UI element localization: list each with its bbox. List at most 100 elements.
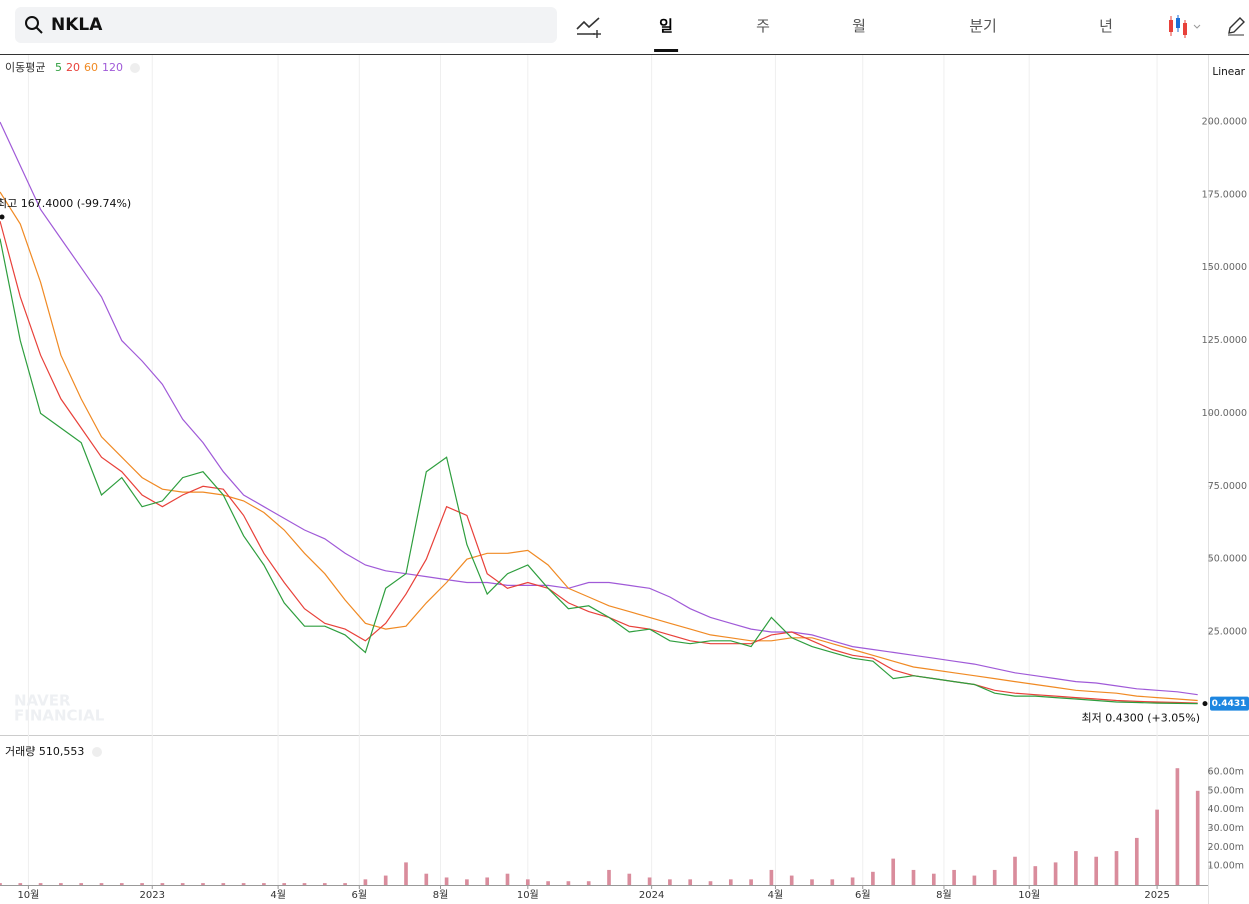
volume-bar bbox=[485, 877, 490, 885]
watermark: FINANCIAL bbox=[14, 707, 105, 725]
volume-bar bbox=[728, 879, 733, 885]
x-tick-label: 10월 bbox=[1018, 889, 1040, 901]
volume-bar bbox=[972, 875, 977, 885]
low-label: 최저 0.4300 (+3.05%) bbox=[1082, 712, 1200, 725]
y-tick-label: 200.0000 bbox=[1202, 117, 1247, 128]
plot-area bbox=[0, 121, 1198, 705]
y-tick-label: 150.0000 bbox=[1202, 262, 1247, 273]
x-tick-label: 2023 bbox=[140, 890, 165, 901]
x-tick-label: 8월 bbox=[936, 889, 952, 901]
volume-bar bbox=[566, 881, 571, 885]
y-tick-label: 175.0000 bbox=[1202, 189, 1247, 200]
x-tick-label: 8월 bbox=[433, 889, 449, 901]
volume-bar bbox=[221, 883, 226, 885]
period-tab[interactable]: 분기 bbox=[969, 17, 997, 35]
y-tick-label: 20.00m bbox=[1208, 842, 1244, 853]
volume-title: 거래량 510,553 bbox=[5, 745, 84, 758]
ma-line bbox=[0, 238, 1198, 705]
volume-bar bbox=[1033, 866, 1038, 885]
x-tick-label: 2024 bbox=[639, 890, 664, 901]
volume-bar bbox=[931, 873, 936, 885]
legend-entry: 60 bbox=[84, 61, 98, 74]
y-tick-label: 10.00m bbox=[1208, 861, 1244, 872]
volume-bar bbox=[404, 862, 408, 885]
price-tag bbox=[1210, 696, 1249, 711]
volume-bar bbox=[952, 869, 956, 885]
volume-bar bbox=[59, 883, 63, 885]
volume-bar bbox=[546, 881, 550, 885]
legend-close bbox=[130, 63, 140, 73]
volume-bar bbox=[525, 879, 530, 885]
y-tick-label: 25.0000 bbox=[1208, 627, 1247, 638]
volume-close bbox=[92, 747, 102, 757]
volume-bar bbox=[18, 883, 23, 885]
x-tick-label: 4월 bbox=[270, 889, 286, 901]
search-box[interactable]: NKLA bbox=[15, 7, 557, 43]
volume-bar bbox=[871, 871, 875, 885]
y-tick-label: 125.0000 bbox=[1202, 335, 1247, 346]
volume-bar bbox=[668, 879, 672, 885]
volume-bar bbox=[282, 883, 287, 885]
volume-bar bbox=[607, 869, 611, 885]
volume-bar bbox=[830, 879, 835, 885]
volume-bar bbox=[201, 883, 205, 885]
volume-bar bbox=[810, 879, 814, 885]
y-tick-label: 60.00m bbox=[1208, 766, 1244, 777]
high-label: 최고 167.4000 (-99.74%) bbox=[0, 197, 131, 210]
volume-bar bbox=[688, 879, 693, 885]
draw-icon[interactable] bbox=[1226, 16, 1246, 36]
volume-bar bbox=[160, 883, 165, 885]
legend-title: 이동평균 bbox=[5, 61, 45, 74]
volume-bar bbox=[343, 883, 347, 885]
volume-bar bbox=[1114, 851, 1119, 885]
legend-entry: 5 bbox=[55, 61, 62, 74]
volume-bar bbox=[749, 879, 753, 885]
indicator-icon[interactable] bbox=[575, 15, 603, 39]
volume-bar bbox=[465, 879, 469, 885]
toolbar: NKLA 일 주 월 분기 년 bbox=[0, 0, 1249, 55]
ma-line bbox=[0, 121, 1198, 696]
volume-bar bbox=[262, 883, 266, 885]
volume-bar bbox=[424, 873, 429, 885]
period-tab[interactable]: 주 bbox=[756, 17, 770, 35]
x-tick-label: 6월 bbox=[352, 889, 368, 901]
volume-bar bbox=[1175, 768, 1180, 885]
volume-bar bbox=[180, 883, 185, 885]
period-tab[interactable]: 년 bbox=[1099, 17, 1113, 35]
volume-bar bbox=[38, 883, 43, 885]
x-tick-label: 4월 bbox=[768, 889, 784, 901]
y-tick-label: 30.00m bbox=[1208, 823, 1244, 834]
volume-bar bbox=[1094, 856, 1099, 885]
volume-bar bbox=[911, 869, 916, 885]
low-marker bbox=[1202, 701, 1208, 707]
chart: 10월 2023 4월 6월 8월 10월 2024 4월 6월 8월 10월 2025 25.0000… bbox=[0, 55, 1249, 904]
x-tick-label: 6월 bbox=[855, 889, 871, 901]
search-icon bbox=[25, 16, 43, 34]
y-tick-label: 50.00m bbox=[1208, 785, 1244, 796]
volume-bar bbox=[627, 873, 632, 885]
volume-bar bbox=[586, 881, 591, 885]
volume-bar bbox=[769, 869, 774, 885]
scale-label: Linear bbox=[1212, 66, 1245, 78]
volume-bar bbox=[505, 873, 510, 885]
y-tick-label: 100.0000 bbox=[1202, 408, 1247, 419]
period-tab[interactable]: 월 bbox=[852, 17, 866, 35]
volume-bar bbox=[1053, 862, 1058, 885]
x-tick-label: 10월 bbox=[517, 889, 539, 901]
y-tick-label: 40.00m bbox=[1208, 804, 1244, 815]
volume-bar bbox=[647, 877, 652, 885]
volume-bar bbox=[1195, 790, 1200, 885]
volume-bar bbox=[708, 881, 713, 885]
high-marker bbox=[0, 214, 5, 220]
period-tab[interactable]: 일 bbox=[654, 17, 678, 52]
chart-type-icon[interactable] bbox=[1166, 14, 1206, 40]
volume-bar bbox=[140, 883, 144, 885]
volume-bar bbox=[241, 883, 246, 885]
volume-bar bbox=[444, 877, 449, 885]
volume-bar bbox=[1134, 837, 1139, 885]
x-tick-label: 10월 bbox=[17, 889, 39, 901]
ma-line bbox=[0, 191, 1198, 702]
volume-bar bbox=[302, 883, 307, 885]
watermark: NAVER bbox=[14, 692, 71, 710]
volume-bar bbox=[992, 869, 997, 885]
